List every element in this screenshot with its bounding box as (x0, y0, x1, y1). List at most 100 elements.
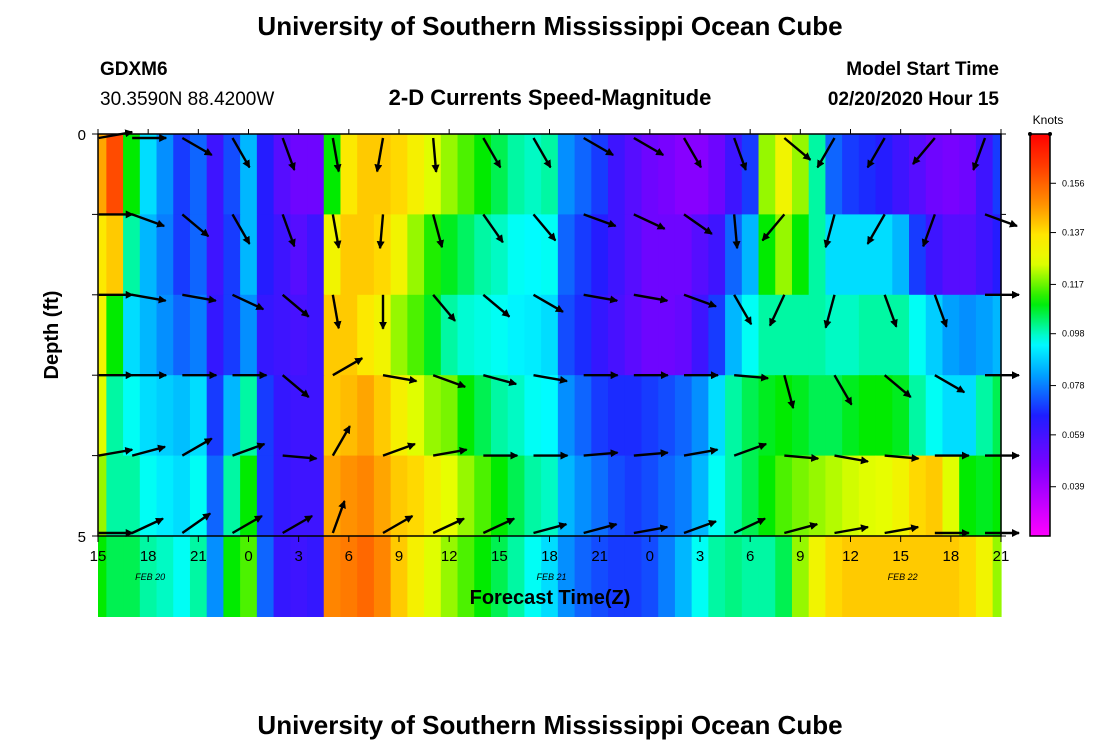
heatmap-cell (357, 455, 375, 537)
current-vector (532, 213, 557, 242)
y-axis-title: Depth (ft) (41, 291, 63, 380)
colorbar (1029, 133, 1051, 537)
heatmap-cell (307, 214, 325, 296)
heatmap-cell (457, 294, 475, 376)
heatmap-cell (825, 214, 843, 296)
heatmap-cell (373, 455, 392, 537)
heatmap-cell (440, 214, 459, 296)
heatmap-cell (691, 536, 709, 617)
heatmap-cell (307, 134, 325, 215)
heatmap-cell (98, 294, 107, 376)
heatmap-cell (975, 214, 994, 296)
heatmap-cell (691, 375, 709, 457)
heatmap-cell (557, 214, 576, 296)
current-vector (633, 293, 669, 304)
heatmap-cell (892, 214, 910, 296)
heatmap-cell (173, 134, 191, 215)
heatmap-cell (373, 134, 392, 215)
heatmap-cell (407, 536, 425, 617)
current-vector (733, 294, 753, 326)
heatmap-cell (624, 214, 643, 296)
heatmap-cell (407, 294, 425, 376)
heatmap-cell (156, 536, 174, 617)
current-vector (883, 374, 912, 398)
heatmap-cell (658, 536, 676, 617)
heatmap-cell (424, 294, 442, 376)
chart-title: University of Southern Mississippi Ocean… (257, 11, 842, 41)
current-vector (934, 374, 966, 394)
heatmap-cell (975, 455, 994, 537)
heatmap-cell (407, 375, 425, 457)
heatmap-cell (457, 375, 475, 457)
heatmap-cell (975, 375, 994, 457)
current-vector (182, 293, 217, 304)
heatmap-cell (256, 375, 275, 457)
model-start-value: 02/20/2020 Hour 15 (828, 89, 1000, 110)
heatmap-cell (323, 214, 342, 296)
heatmap-cell (775, 536, 793, 617)
heatmap-cell (741, 455, 760, 537)
heatmap-cell (390, 294, 408, 376)
heatmap-cell (758, 375, 776, 457)
heatmap-cell (440, 536, 459, 617)
heatmap-cell (909, 536, 927, 617)
heatmap-cell (691, 455, 709, 537)
heatmap-cell (156, 375, 174, 457)
x-tick-label: 6 (746, 548, 754, 565)
heatmap-cell (256, 294, 275, 376)
heatmap-cell (357, 375, 375, 457)
heatmap-cell (892, 294, 910, 376)
heatmap-cell (808, 375, 827, 457)
heatmap-cell (189, 375, 208, 457)
heatmap-cell (992, 134, 1002, 215)
heatmap-cell (424, 455, 442, 537)
heatmap-cell (323, 294, 342, 376)
heatmap-cell (139, 294, 158, 376)
current-vector (432, 374, 467, 389)
heatmap-cell (273, 134, 291, 215)
heatmap-cell (591, 536, 609, 617)
current-vector (431, 137, 440, 173)
heatmap-cell (156, 214, 174, 296)
heatmap-cell (240, 536, 258, 617)
heatmap-cell (440, 455, 459, 537)
heatmap-cell (507, 134, 526, 215)
heatmap-cell (708, 134, 726, 215)
heatmap-cell (206, 214, 225, 296)
heatmap-cell (490, 214, 509, 296)
heatmap-cell (608, 294, 626, 376)
heatmap-cell (290, 455, 308, 537)
heatmap-cell (641, 375, 659, 457)
current-vector (231, 293, 265, 311)
x-tick-label: 0 (646, 548, 654, 565)
colorbar-ticks: 0.156 0.137 0.117 0.098 0.078 0.059 0.039 (1028, 132, 1085, 492)
heatmap-cell (307, 294, 325, 376)
heatmap-cell (524, 375, 542, 457)
heatmap-cell (240, 134, 258, 215)
heatmap-cell (407, 455, 425, 537)
current-vector (834, 524, 869, 535)
heatmap-cell (674, 455, 693, 537)
heatmap-cell (691, 134, 709, 215)
current-vector (482, 137, 502, 169)
heatmap-cell (206, 536, 225, 617)
heatmap-cell (206, 375, 225, 457)
current-vector (98, 129, 134, 140)
heatmap-cell (791, 294, 810, 376)
heatmap-cell (641, 536, 659, 617)
y-tick-label: 5 (78, 529, 86, 546)
heatmap-cell (708, 455, 726, 537)
heatmap-cell (875, 375, 893, 457)
heatmap-cell (457, 536, 475, 617)
current-vector (281, 293, 310, 318)
heatmap-cell (591, 455, 609, 537)
date-label: FEB 22 (888, 572, 918, 582)
heatmap-cell (909, 375, 927, 457)
current-vector (532, 293, 564, 313)
current-vector (866, 137, 886, 169)
footer-title: University of Southern Mississippi Ocean… (257, 710, 842, 740)
heatmap-cell (123, 294, 141, 376)
heatmap-cell (390, 134, 408, 215)
heatmap-cell (942, 455, 960, 537)
heatmap-cell (959, 536, 977, 617)
